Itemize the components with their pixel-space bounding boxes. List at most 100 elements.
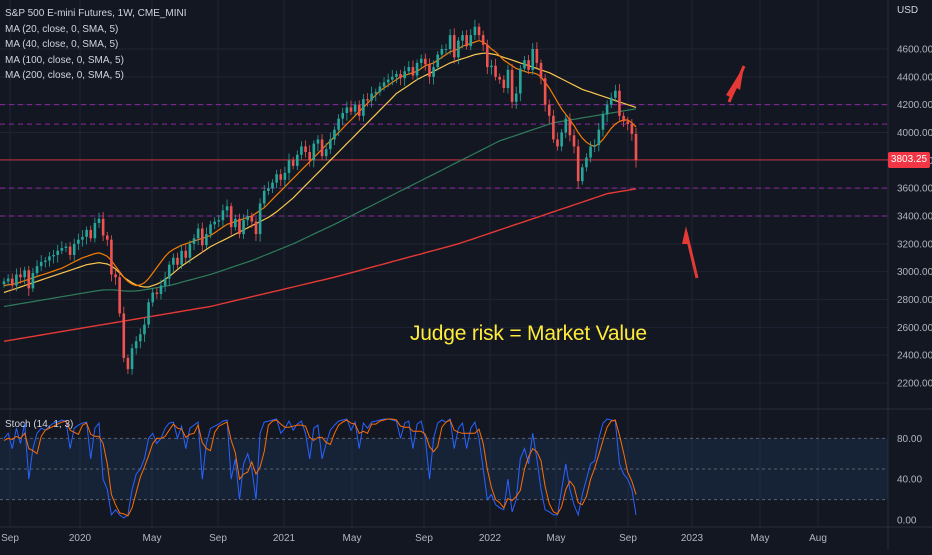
candle-body	[130, 348, 134, 370]
candle-body	[395, 74, 398, 77]
time-tick-label: 2021	[273, 533, 296, 544]
candle-body	[547, 104, 551, 116]
candle-body	[225, 206, 229, 211]
candle-body	[196, 228, 200, 239]
candle-body	[200, 228, 204, 246]
candle-body	[366, 99, 369, 101]
candle-body	[159, 285, 163, 294]
up-arrow-shaft	[684, 231, 699, 279]
stoch-label: Stoch (14, 1, 3)	[5, 419, 74, 430]
candle-body	[514, 93, 518, 102]
candle-body	[312, 143, 316, 161]
candle-body	[163, 278, 167, 286]
candle-body	[341, 113, 345, 119]
candle-body	[560, 132, 563, 147]
candle-body	[167, 264, 171, 279]
candle-body	[209, 224, 212, 235]
candle-body	[89, 229, 93, 239]
candle-body	[2, 281, 6, 285]
candle-body	[432, 67, 435, 77]
candle-body	[353, 104, 357, 112]
candle-body	[316, 139, 320, 144]
candle-body	[27, 270, 31, 289]
candle-body	[118, 277, 121, 314]
candle-body	[535, 49, 539, 63]
candle-body	[77, 239, 80, 244]
legend-ma40: MA (40, close, 0, SMA, 5)	[5, 39, 119, 50]
candle-body	[213, 221, 216, 225]
candle-body	[176, 257, 179, 265]
time-tick-label: 2023	[681, 533, 704, 544]
candle-body	[622, 115, 625, 122]
candle-body	[386, 79, 390, 83]
candle-body	[15, 274, 18, 286]
candle-body	[444, 49, 448, 50]
candle-body	[581, 167, 584, 182]
candle-body	[188, 243, 192, 258]
ma40-line	[3, 52, 637, 294]
candle-body	[105, 235, 109, 240]
candle-body	[254, 221, 258, 235]
currency-label: USD	[897, 5, 919, 16]
candle-body	[93, 222, 97, 239]
candle-body	[234, 218, 237, 228]
candle-body	[448, 35, 452, 49]
candle-body	[10, 278, 14, 286]
candle-body	[308, 151, 311, 161]
candle-body	[143, 324, 146, 335]
candle-body	[324, 149, 328, 157]
price-tick-label: 4400.00	[897, 72, 932, 83]
candle-body	[399, 74, 402, 79]
stoch-k-line	[3, 418, 637, 519]
time-tick-label: Aug	[809, 533, 827, 544]
candle-body	[64, 246, 68, 249]
candle-body	[506, 69, 510, 88]
legend-ma20: MA (20, close, 0, SMA, 5)	[5, 23, 119, 35]
candle-body	[184, 250, 188, 258]
candle-body	[362, 99, 365, 116]
candle-body	[31, 273, 35, 289]
candle-body	[295, 154, 299, 166]
candle-body	[428, 64, 431, 77]
candle-body	[531, 49, 535, 70]
time-tick-label: 2022	[479, 533, 502, 544]
candle-body	[35, 266, 39, 274]
candle-body	[19, 274, 22, 278]
candle-body	[485, 44, 489, 68]
candle-body	[502, 79, 506, 88]
candle-body	[250, 216, 254, 222]
candle-body	[382, 82, 386, 87]
candle-body	[151, 292, 155, 303]
price-tick-label: 4000.00	[897, 128, 932, 139]
candle-body	[279, 174, 283, 180]
time-tick-label: May	[547, 533, 566, 544]
candle-body	[205, 234, 208, 246]
candle-body	[114, 274, 117, 278]
price-tick-label: 4600.00	[897, 45, 932, 56]
candle-body	[101, 218, 105, 236]
time-tick-label: Sep	[1, 533, 19, 544]
candle-body	[605, 104, 609, 115]
candle-body	[320, 139, 324, 157]
candle-body	[572, 135, 576, 147]
candle-body	[246, 216, 250, 221]
legend-title: S&P 500 E-mini Futures, 1W, CME_MINI	[5, 8, 187, 19]
chart-legend: S&P 500 E-mini Futures, 1W, CME_MINI MA …	[5, 6, 187, 84]
ma100-line	[3, 108, 637, 308]
candle-body	[614, 90, 617, 98]
candle-body	[452, 35, 456, 58]
candle-body	[473, 26, 477, 36]
time-tick-label: Sep	[619, 533, 637, 544]
candle-body	[283, 172, 287, 180]
candle-body	[457, 40, 460, 58]
time-tick-label: Sep	[415, 533, 433, 544]
candle-body	[378, 86, 382, 93]
candle-body	[68, 246, 72, 255]
candle-body	[440, 49, 444, 55]
candle-body	[601, 114, 605, 130]
candle-body	[630, 124, 634, 134]
price-tick-label: 3200.00	[897, 239, 932, 250]
candle-body	[370, 93, 373, 101]
candle-body	[494, 65, 497, 77]
last-price-tag: 3803.25	[888, 152, 930, 168]
